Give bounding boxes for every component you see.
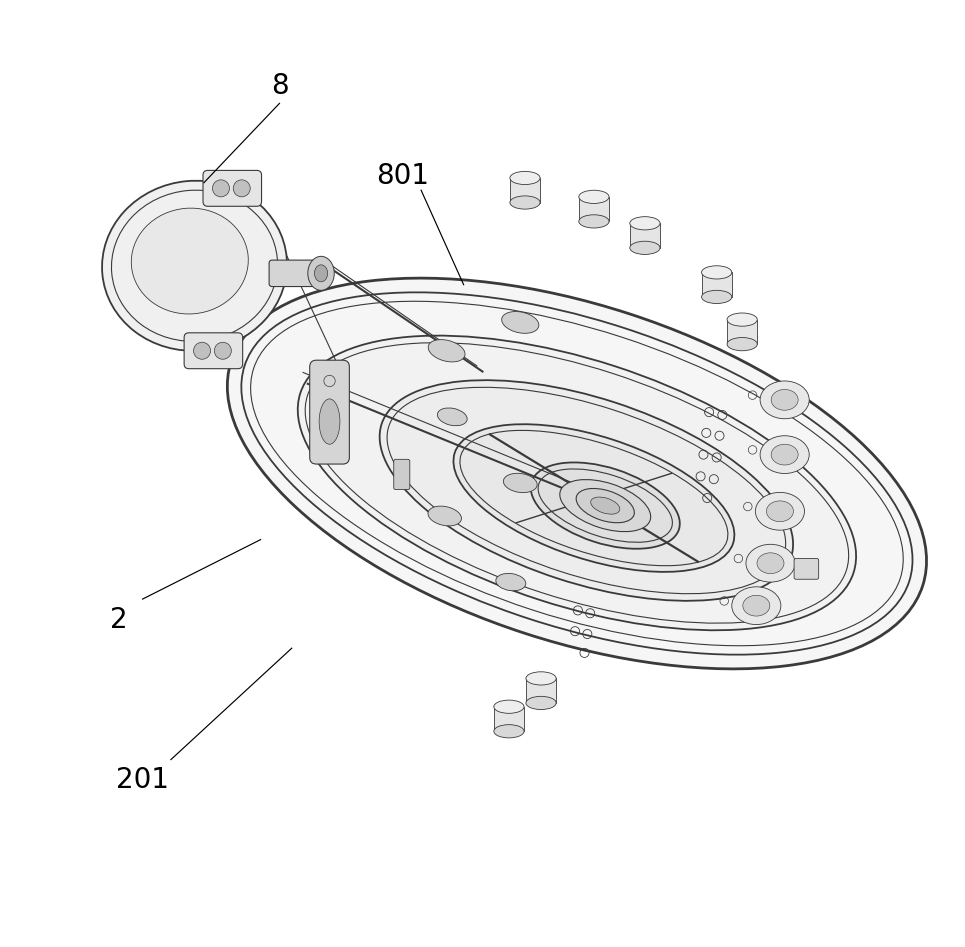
Ellipse shape (756, 492, 805, 530)
Ellipse shape (102, 181, 287, 350)
FancyBboxPatch shape (184, 332, 242, 368)
FancyBboxPatch shape (494, 706, 524, 731)
Ellipse shape (502, 312, 538, 333)
Ellipse shape (630, 217, 660, 230)
FancyBboxPatch shape (510, 178, 540, 203)
Ellipse shape (702, 266, 731, 279)
Ellipse shape (760, 436, 810, 474)
Ellipse shape (496, 574, 526, 591)
Ellipse shape (504, 474, 538, 492)
FancyBboxPatch shape (269, 260, 322, 287)
Ellipse shape (766, 501, 793, 522)
Ellipse shape (579, 190, 609, 204)
Ellipse shape (454, 424, 734, 572)
Ellipse shape (228, 278, 926, 669)
Ellipse shape (379, 380, 793, 600)
Ellipse shape (437, 408, 467, 426)
Ellipse shape (315, 265, 328, 282)
Ellipse shape (760, 381, 810, 419)
Ellipse shape (494, 724, 524, 738)
Text: 801: 801 (375, 162, 428, 190)
Ellipse shape (746, 545, 795, 582)
Ellipse shape (743, 596, 770, 616)
Ellipse shape (731, 587, 781, 625)
Ellipse shape (526, 696, 556, 709)
FancyBboxPatch shape (702, 273, 731, 297)
Ellipse shape (319, 399, 340, 444)
Ellipse shape (771, 389, 798, 410)
FancyBboxPatch shape (394, 459, 410, 490)
Text: 2: 2 (110, 606, 127, 634)
Ellipse shape (428, 506, 461, 526)
Ellipse shape (494, 700, 524, 713)
FancyBboxPatch shape (203, 170, 262, 206)
Ellipse shape (727, 337, 758, 350)
FancyBboxPatch shape (727, 319, 758, 344)
FancyBboxPatch shape (579, 197, 609, 222)
Ellipse shape (308, 257, 334, 291)
Ellipse shape (510, 196, 540, 209)
Ellipse shape (576, 489, 634, 523)
Ellipse shape (579, 215, 609, 228)
Ellipse shape (194, 342, 210, 359)
Ellipse shape (212, 180, 230, 197)
Ellipse shape (727, 313, 758, 326)
FancyBboxPatch shape (310, 360, 349, 464)
Ellipse shape (771, 444, 798, 465)
Ellipse shape (131, 208, 248, 314)
FancyBboxPatch shape (630, 223, 660, 248)
Ellipse shape (214, 342, 232, 359)
Ellipse shape (526, 671, 556, 685)
FancyBboxPatch shape (794, 559, 818, 580)
Ellipse shape (531, 462, 679, 548)
Ellipse shape (428, 340, 465, 362)
FancyBboxPatch shape (526, 678, 556, 703)
Ellipse shape (298, 335, 856, 631)
Ellipse shape (630, 241, 660, 255)
Ellipse shape (510, 171, 540, 185)
Text: 8: 8 (270, 72, 289, 100)
Ellipse shape (757, 553, 784, 574)
Text: 201: 201 (116, 766, 169, 795)
Ellipse shape (560, 479, 650, 531)
Ellipse shape (234, 180, 250, 197)
Ellipse shape (591, 497, 620, 514)
Ellipse shape (702, 291, 731, 304)
